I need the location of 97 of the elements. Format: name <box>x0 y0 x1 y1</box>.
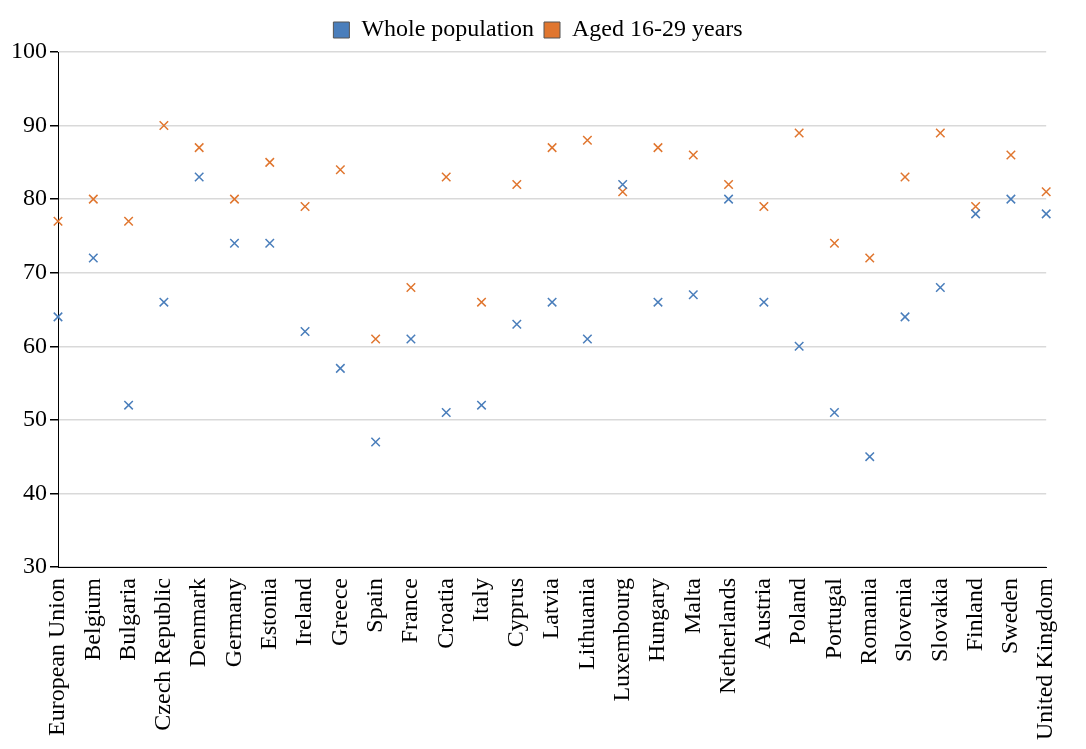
x-tick-label: Finland <box>960 578 987 652</box>
x-tick-label: Germany <box>219 578 246 668</box>
point <box>158 120 169 131</box>
x-tick-label: Hungary <box>643 578 670 662</box>
x-tick-label: Luxembourg <box>607 578 634 702</box>
point <box>194 172 205 183</box>
x-tick-label: United Kingdom <box>1031 577 1058 741</box>
legend-label: Aged 16-29 years <box>572 15 743 42</box>
point <box>476 400 487 411</box>
point <box>617 179 628 190</box>
point <box>547 142 558 153</box>
x-tick-label: Romania <box>855 577 882 665</box>
point <box>617 186 628 197</box>
point <box>900 172 911 183</box>
x-tick-label: Austria <box>749 577 776 649</box>
x-tick-label: Latvia <box>537 577 564 640</box>
x-tick-label: Czech Republic <box>149 578 176 731</box>
point <box>723 179 734 190</box>
point <box>53 216 63 227</box>
point <box>970 208 981 219</box>
y-tick-label: 30 <box>23 552 47 579</box>
x-tick-label: Estonia <box>255 577 282 651</box>
point <box>688 289 699 300</box>
point <box>758 201 769 212</box>
x-tick-label: Greece <box>325 578 352 646</box>
point <box>582 135 593 146</box>
point <box>476 297 487 308</box>
point <box>370 436 381 447</box>
point <box>405 333 416 344</box>
point <box>794 341 805 352</box>
point <box>335 363 346 374</box>
point <box>688 150 699 160</box>
point <box>935 282 946 293</box>
point <box>194 142 205 153</box>
x-tick-label: Bulgaria <box>113 577 140 661</box>
x-tick-label: Poland <box>784 578 811 645</box>
y-tick-label: 70 <box>23 258 47 285</box>
x-tick-label: Ireland <box>290 578 317 646</box>
point <box>970 201 981 212</box>
point <box>53 311 63 322</box>
point <box>441 407 452 418</box>
point <box>335 164 346 175</box>
x-tick-label: Croatia <box>431 577 458 649</box>
point <box>300 326 311 337</box>
point <box>864 451 875 462</box>
x-tick-label: France <box>396 578 423 644</box>
point <box>511 319 522 330</box>
point <box>88 194 99 205</box>
point <box>123 400 134 411</box>
y-tick-label: 40 <box>23 478 47 505</box>
x-tick-label: Lithuania <box>572 577 599 670</box>
y-tick-label: 50 <box>23 405 47 432</box>
point <box>441 172 452 183</box>
legend-label: Whole population <box>361 15 535 42</box>
point <box>300 201 311 212</box>
point <box>229 238 240 249</box>
point <box>794 127 805 138</box>
point <box>405 282 416 293</box>
point <box>88 253 99 263</box>
x-tick-label: Belgium <box>78 577 105 661</box>
point <box>758 297 769 308</box>
x-tick-label: Denmark <box>184 578 211 668</box>
point <box>229 194 240 205</box>
point <box>1005 150 1016 160</box>
x-tick-label: Netherlands <box>713 578 740 694</box>
x-tick-label: Malta <box>678 577 705 634</box>
y-tick-label: 60 <box>23 331 47 358</box>
point <box>582 333 593 344</box>
point <box>1041 186 1052 197</box>
point <box>370 333 381 344</box>
point <box>652 297 663 308</box>
x-tick-label: Slovenia <box>890 577 917 663</box>
point <box>935 127 946 138</box>
y-tick-label: 90 <box>23 110 47 137</box>
x-tick-label: Slovakia <box>925 577 952 663</box>
point <box>264 157 275 168</box>
point <box>158 297 169 308</box>
y-tick-label: 80 <box>23 184 47 211</box>
x-tick-label: Portugal <box>819 577 846 660</box>
point <box>547 297 558 308</box>
x-tick-label: Italy <box>466 578 493 622</box>
point <box>900 311 911 322</box>
x-tick-label: Cyprus <box>502 578 529 648</box>
point <box>652 142 663 153</box>
point <box>723 194 734 205</box>
point <box>1005 194 1016 205</box>
x-tick-label: Spain <box>360 578 387 633</box>
point <box>511 179 522 190</box>
point <box>864 253 875 263</box>
point <box>829 238 840 249</box>
point <box>829 407 840 418</box>
point <box>264 238 275 249</box>
x-tick-label: European Union <box>43 578 70 736</box>
point <box>123 216 134 227</box>
y-tick-label: 100 <box>11 37 47 64</box>
x-tick-label: Sweden <box>996 578 1023 654</box>
point <box>1041 208 1052 219</box>
